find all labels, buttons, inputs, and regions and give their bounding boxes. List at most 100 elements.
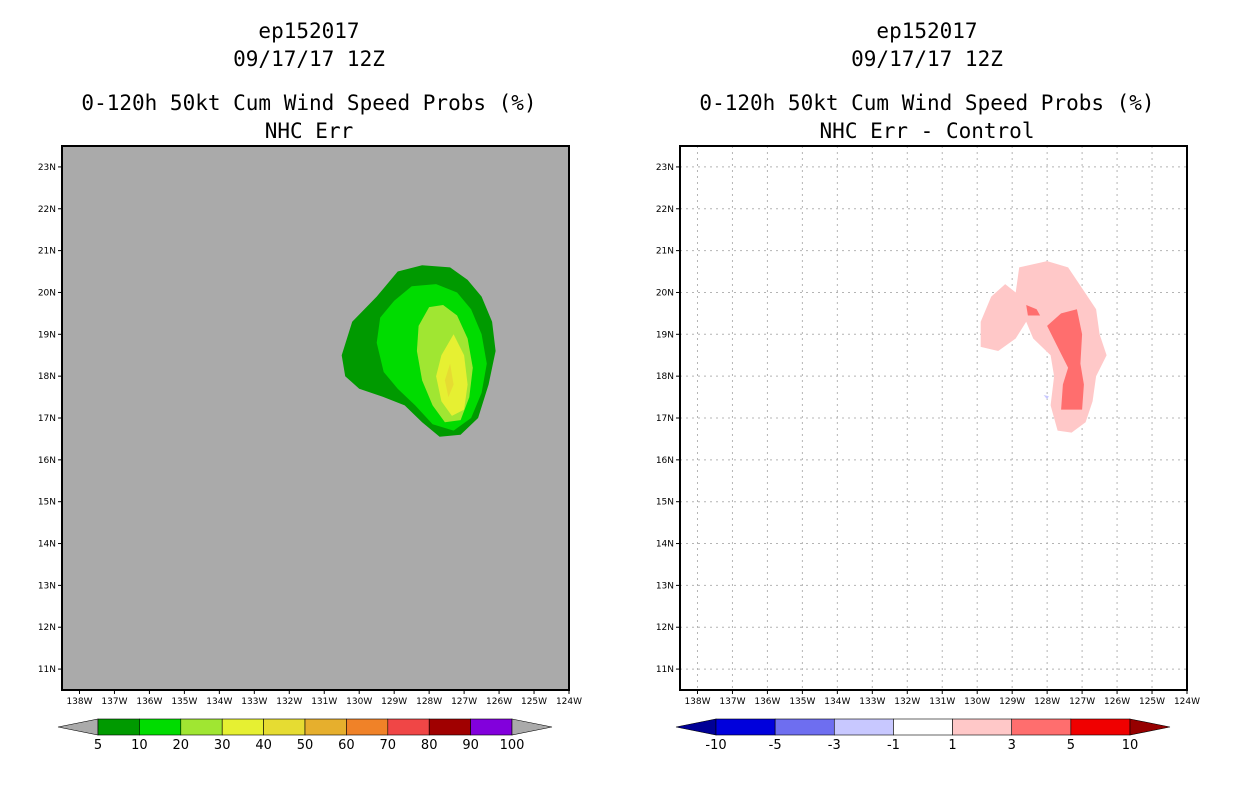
left-colorbar-label: 20: [173, 738, 190, 753]
right-x-tick-label: 129W: [999, 697, 1025, 707]
left-y-tick-label: 16N: [38, 456, 56, 466]
left-x-tick-label: 137W: [101, 697, 127, 707]
right-x-tick-label: 138W: [684, 697, 710, 707]
right-colorbar-label: -5: [769, 738, 782, 753]
left-colorbar-label: 100: [500, 738, 525, 753]
left-colorbar-segment: [304, 718, 347, 736]
right-y-tick-label: 13N: [656, 581, 674, 591]
right-colorbar-high-triangle: [1129, 718, 1171, 736]
right-colorbar-segment: [893, 718, 953, 736]
right-contour-3-5: [1047, 309, 1084, 410]
right-x-tick-label: 130W: [964, 697, 990, 707]
left-colorbar-segment: [470, 718, 513, 736]
left-colorbar-label: 5: [94, 738, 102, 753]
left-colorbar-low-triangle: [57, 718, 99, 736]
right-gridlines: [680, 146, 1187, 690]
right-contours: [980, 261, 1107, 433]
right-contour--3--1: [1043, 395, 1049, 400]
right-colorbar: -10 -5 -3 -1 1 3 5 10: [675, 718, 1171, 753]
right-chart-title: 0-120h 50kt Cum Wind Speed Probs (%): [699, 91, 1154, 115]
right-y-tick-label: 21N: [656, 247, 674, 257]
right-x-tick-label: 124W: [1174, 697, 1200, 707]
left-colorbar-segment: [180, 718, 223, 736]
left-x-tick-label: 134W: [206, 697, 232, 707]
left-x-tick-label: 135W: [171, 697, 197, 707]
left-x-tick-label: 128W: [416, 697, 442, 707]
left-colorbar-segment: [387, 718, 430, 736]
right-colorbar-low-triangle: [675, 718, 717, 736]
right-x-tick-label: 133W: [859, 697, 885, 707]
left-colorbar-label: 30: [214, 738, 231, 753]
right-y-tick-label: 18N: [656, 372, 674, 382]
right-x-axis: 138W 137W 136W 135W 134W 133W 132W 131W 130W 129W…: [684, 690, 1200, 707]
right-y-tick-label: 16N: [656, 456, 674, 466]
left-x-tick-label: 130W: [346, 697, 372, 707]
left-y-tick-label: 15N: [38, 498, 56, 508]
left-colorbar-segment: [428, 718, 471, 736]
left-x-tick-label: 138W: [66, 697, 92, 707]
right-colorbar-segment: [1011, 718, 1072, 736]
right-y-tick-label: 15N: [656, 498, 674, 508]
right-y-tick-label: 20N: [656, 288, 674, 298]
left-y-tick-label: 23N: [38, 163, 56, 173]
left-storm-id: ep152017: [258, 19, 359, 43]
right-colorbar-segment: [952, 718, 1013, 736]
left-colorbar-high-triangle: [511, 718, 553, 736]
right-y-tick-label: 17N: [656, 414, 674, 424]
right-y-tick-label: 19N: [656, 330, 674, 340]
right-colorbar-label: -1: [887, 738, 900, 753]
left-y-axis: 11N 12N 13N 14N 15N 16N 17N 18N 19N 20N 21N 22N 23N: [38, 163, 62, 675]
left-y-tick-label: 18N: [38, 372, 56, 382]
left-x-tick-label: 133W: [241, 697, 267, 707]
right-colorbar-label: -10: [705, 738, 726, 753]
left-y-tick-label: 12N: [38, 623, 56, 633]
right-x-tick-label: 134W: [824, 697, 850, 707]
left-y-tick-label: 21N: [38, 247, 56, 257]
right-x-tick-label: 136W: [754, 697, 780, 707]
left-x-tick-label: 136W: [136, 697, 162, 707]
left-contours: [341, 265, 496, 437]
right-storm-id: ep152017: [876, 19, 977, 43]
left-y-tick-label: 13N: [38, 581, 56, 591]
right-x-tick-label: 137W: [719, 697, 745, 707]
left-colorbar-label: 40: [255, 738, 272, 753]
right-contour-3-5: [1026, 305, 1041, 316]
right-panel: ep152017 09/17/17 12Z 0-120h 50kt Cum Wi…: [656, 19, 1200, 753]
left-colorbar-segment: [263, 718, 306, 736]
left-plot-background: [62, 146, 569, 690]
right-y-tick-label: 23N: [656, 163, 674, 173]
right-colorbar-segment: [1070, 718, 1131, 736]
left-y-tick-label: 11N: [38, 665, 56, 675]
left-colorbar-label: 90: [462, 738, 479, 753]
left-x-tick-label: 132W: [276, 697, 302, 707]
right-y-tick-label: 11N: [656, 665, 674, 675]
left-contour-40-50: [444, 363, 454, 398]
right-x-tick-label: 135W: [789, 697, 815, 707]
left-colorbar-segment: [139, 718, 182, 736]
right-y-tick-label: 12N: [656, 623, 674, 633]
right-y-tick-label: 14N: [656, 540, 674, 550]
right-x-tick-label: 127W: [1069, 697, 1095, 707]
left-date-label: 09/17/17 12Z: [233, 47, 385, 71]
left-chart-subtitle: NHC Err: [265, 119, 354, 143]
left-x-tick-label: 126W: [486, 697, 512, 707]
left-x-axis: 138W 137W 136W 135W 134W 133W 132W 131W 130W 129W…: [66, 690, 582, 707]
right-colorbar-label: 1: [948, 738, 956, 753]
right-colorbar-segment: [833, 718, 894, 736]
right-colorbar-segment: [774, 718, 835, 736]
left-x-tick-label: 124W: [556, 697, 582, 707]
left-panel: ep152017 09/17/17 12Z 0-120h 50kt Cum Wi…: [38, 19, 582, 753]
left-y-tick-label: 14N: [38, 540, 56, 550]
left-y-tick-label: 19N: [38, 330, 56, 340]
left-colorbar-label: 10: [131, 738, 148, 753]
right-x-tick-label: 131W: [929, 697, 955, 707]
right-colorbar-label: -3: [828, 738, 841, 753]
right-colorbar-label: 5: [1067, 738, 1075, 753]
right-x-tick-label: 132W: [894, 697, 920, 707]
left-x-tick-label: 129W: [381, 697, 407, 707]
left-colorbar-label: 50: [297, 738, 314, 753]
left-chart-title: 0-120h 50kt Cum Wind Speed Probs (%): [81, 91, 536, 115]
right-date-label: 09/17/17 12Z: [851, 47, 1003, 71]
right-colorbar-label: 3: [1008, 738, 1016, 753]
